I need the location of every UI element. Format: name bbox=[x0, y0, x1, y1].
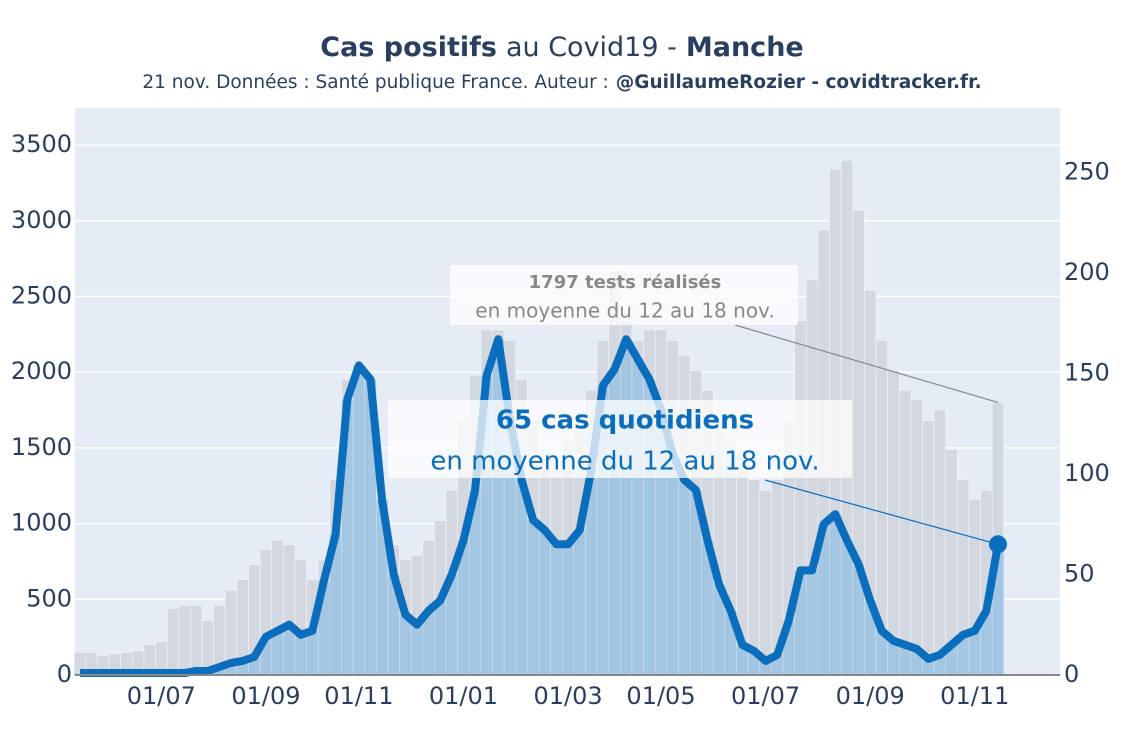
y-tick-label: 1000 bbox=[11, 509, 72, 537]
annotations: 1797 tests réalisés en moyenne du 12 au 1… bbox=[388, 265, 999, 545]
x-tick-label: 01/07 bbox=[731, 682, 800, 710]
case-bar bbox=[538, 529, 551, 676]
x-tick-label: 01/05 bbox=[626, 682, 695, 710]
y2-tick-label: 250 bbox=[1064, 157, 1110, 185]
case-bar bbox=[829, 513, 842, 676]
y-tick-label: 0 bbox=[57, 660, 72, 688]
case-bar bbox=[399, 614, 412, 676]
title-part: au Covid19 - bbox=[506, 32, 677, 63]
bar bbox=[933, 409, 947, 676]
case-bar bbox=[805, 570, 819, 676]
y2-tick-label: 200 bbox=[1064, 258, 1110, 286]
y2-tick-label: 150 bbox=[1064, 358, 1110, 386]
x-tick-label: 01/01 bbox=[429, 682, 498, 710]
x-tick-label: 01/11 bbox=[940, 682, 1009, 710]
annotation-text: en moyenne du 12 au 18 nov. bbox=[430, 447, 819, 477]
bar bbox=[759, 489, 772, 676]
x-tick-label: 01/09 bbox=[231, 682, 300, 710]
x-tick-label: 01/03 bbox=[533, 682, 602, 710]
line bbox=[80, 335, 1002, 677]
case-bar bbox=[666, 453, 679, 676]
annotation-text: 65 cas quotidiens bbox=[496, 406, 754, 436]
bar bbox=[190, 605, 203, 676]
case-bar bbox=[410, 624, 424, 676]
case-bar bbox=[271, 630, 284, 676]
bar bbox=[910, 399, 923, 676]
case-bar bbox=[294, 634, 307, 676]
case-bar bbox=[620, 338, 633, 676]
case-bar bbox=[434, 600, 447, 676]
case-bar bbox=[968, 630, 981, 676]
y-tick-label: 500 bbox=[26, 584, 72, 612]
case-bar bbox=[573, 529, 586, 676]
chart-title: Cas positifs au Covid19 - Manche bbox=[320, 32, 803, 63]
bar bbox=[166, 608, 180, 676]
y2-tick-label: 100 bbox=[1064, 459, 1110, 487]
case-bar bbox=[306, 630, 319, 676]
bar bbox=[898, 390, 912, 676]
x-tick-label: 01/11 bbox=[324, 682, 393, 710]
case-bar bbox=[527, 519, 540, 676]
y-tick-label: 2000 bbox=[11, 357, 72, 385]
annotation-arrow bbox=[734, 324, 999, 404]
case-bar bbox=[561, 544, 575, 676]
annotation-box bbox=[388, 400, 852, 478]
annotation-arrow bbox=[764, 479, 999, 545]
bar bbox=[178, 605, 191, 676]
y-tick-label: 3500 bbox=[11, 130, 72, 158]
case-bar bbox=[678, 479, 691, 676]
bar bbox=[887, 370, 900, 676]
y-tick-label: 3000 bbox=[11, 206, 72, 234]
annotation-box bbox=[450, 265, 798, 325]
annotation-text: en moyenne du 12 au 18 nov. bbox=[475, 299, 774, 323]
y-tick-label: 1500 bbox=[11, 433, 72, 461]
title-part: Cas positifs bbox=[320, 32, 497, 63]
chart-subtitle: 21 nov. Données : Santé publique France.… bbox=[142, 72, 981, 93]
case-bar bbox=[550, 544, 563, 676]
title-part: Manche bbox=[686, 32, 804, 63]
y-tick-label: 2500 bbox=[11, 281, 72, 309]
annotation-text: 1797 tests réalisés bbox=[529, 272, 722, 293]
subtitle-part: 21 nov. Données : Santé publique France.… bbox=[142, 72, 608, 93]
y2-tick-label: 50 bbox=[1064, 559, 1095, 587]
case-bar bbox=[515, 479, 528, 676]
x-tick-label: 01/09 bbox=[836, 682, 905, 710]
subtitle-part: @GuillaumeRozier - covidtracker.fr. bbox=[616, 72, 982, 93]
y2-tick-label: 0 bbox=[1064, 660, 1079, 688]
x-tick-label: 01/07 bbox=[127, 682, 196, 710]
bar bbox=[922, 420, 935, 676]
case-bar bbox=[352, 365, 365, 676]
case-bar bbox=[840, 539, 854, 676]
axes: 0 500 1000 1500 2000 2500 3000 3500 0 50 100 150 200… bbox=[11, 130, 1110, 710]
